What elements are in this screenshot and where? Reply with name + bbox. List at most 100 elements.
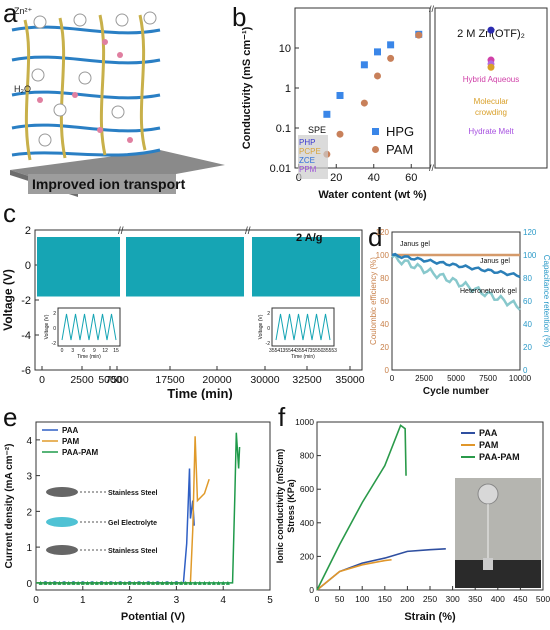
y-tick-label-left: 60 bbox=[380, 297, 389, 306]
x-tick-label: 7500 bbox=[105, 374, 129, 386]
y-tick-label: 3 bbox=[26, 472, 32, 483]
x-tick-label: 5 bbox=[267, 595, 273, 606]
x-axis-label: Time (min) bbox=[167, 386, 233, 400]
marker-PAA-PAM bbox=[57, 580, 62, 585]
x-tick-label: 17500 bbox=[155, 374, 184, 386]
x-tick-label: 5000 bbox=[98, 374, 122, 386]
marker-PAA-PAM bbox=[94, 580, 99, 585]
y-tick-label: 0.1 bbox=[276, 123, 291, 135]
panel-label-b: b bbox=[232, 2, 247, 32]
spe-item: PCPE bbox=[299, 147, 321, 156]
inset-1-xtick: 15 bbox=[113, 348, 119, 354]
marker-PAA-PAM bbox=[169, 580, 174, 585]
panel-label-a: a bbox=[3, 0, 18, 28]
inset-1-ytick: 0 bbox=[53, 326, 56, 332]
marker-PAA-PAM bbox=[179, 580, 184, 585]
marker-PAA-PAM bbox=[160, 580, 165, 585]
y-tick-label: 1 bbox=[26, 543, 32, 554]
panel-label-c: c bbox=[3, 198, 16, 228]
x-tick-label: 30000 bbox=[250, 374, 279, 386]
panel-a-schematic: Zn²⁺ H₂O Improved ion transport bbox=[10, 6, 225, 197]
y-tick-label: 2 bbox=[26, 507, 32, 518]
marker-PAA-PAM bbox=[165, 580, 170, 585]
marker-PAA-PAM bbox=[207, 580, 212, 585]
marker-PAA-PAM bbox=[62, 580, 67, 585]
inset-2-xtick: 35547 bbox=[296, 348, 310, 354]
inset-1-ytick: -2 bbox=[52, 341, 57, 347]
plot-frame bbox=[35, 421, 271, 591]
marker-PAA-PAM bbox=[52, 580, 57, 585]
marker-PAA-PAM bbox=[221, 580, 226, 585]
y-tick-label: 400 bbox=[300, 518, 314, 528]
y-tick-label: 4 bbox=[26, 436, 32, 447]
annotation-janus-1: Janus gel bbox=[400, 241, 430, 248]
series-line-PAA-PAM bbox=[316, 424, 407, 591]
x-tick-label: 0 bbox=[39, 374, 45, 386]
x-tick-label: 20 bbox=[330, 172, 342, 184]
y-tick-label-left: 120 bbox=[376, 228, 390, 237]
axis-break: // bbox=[118, 226, 124, 237]
series-line-janus-retention bbox=[391, 252, 521, 279]
marker-PAA-PAM bbox=[193, 580, 198, 585]
voltage-band bbox=[252, 237, 360, 297]
legend-label: PAA-PAM bbox=[62, 448, 98, 457]
x-tick-label: 150 bbox=[378, 594, 392, 604]
axis-break: // bbox=[429, 4, 435, 14]
annotation-janus-2: Janus gel bbox=[480, 258, 510, 265]
series-line-PAA bbox=[316, 548, 446, 591]
panel-label-e: e bbox=[3, 402, 18, 432]
inset-1-ytick: 2 bbox=[53, 311, 56, 317]
x-tick-label: 1 bbox=[80, 595, 86, 606]
inset-2-frame bbox=[271, 307, 335, 347]
plot-frame bbox=[391, 231, 521, 371]
voltage-band bbox=[126, 237, 244, 297]
inset-2-xtick: 35550 bbox=[310, 348, 324, 354]
data-point-PAM bbox=[387, 54, 395, 62]
legend-marker bbox=[372, 128, 379, 135]
marker-PAA-PAM bbox=[76, 580, 81, 585]
marker-PAA-PAM bbox=[38, 580, 43, 585]
photo-inset-base bbox=[455, 560, 541, 588]
marker-PAA-PAM bbox=[90, 580, 95, 585]
x-axis-label: Water content (wt %) bbox=[318, 189, 427, 201]
y-tick-label: 1000 bbox=[295, 417, 314, 427]
legend-label: PAM bbox=[386, 142, 413, 157]
x-tick-label: 0 bbox=[390, 374, 395, 383]
chart-f: 0 50 100 150 200 250 300 350 400 450 500 0 200 400 600… bbox=[275, 417, 550, 623]
x-tick-label: 7500 bbox=[479, 374, 497, 383]
marker-PAA-PAM bbox=[71, 580, 76, 585]
schematic-disk bbox=[46, 545, 78, 555]
marker-PAA-PAM bbox=[66, 580, 71, 585]
y-axis-label-left: Coulombic efficiency (%) bbox=[369, 257, 378, 345]
y-tick-label: 0 bbox=[309, 585, 314, 595]
y-tick-label: -4 bbox=[21, 330, 31, 342]
zn-ions bbox=[31, 11, 157, 147]
y-axis-label: Voltage (V) bbox=[1, 269, 15, 331]
y-tick-label-left: 80 bbox=[380, 274, 389, 283]
spe-box bbox=[298, 135, 328, 179]
y-tick-label-left: 0 bbox=[385, 366, 390, 375]
y-tick-label-right: 120 bbox=[523, 228, 537, 237]
x-tick-label: 50 bbox=[335, 594, 345, 604]
y-tick-label: 800 bbox=[300, 451, 314, 461]
inset-1-xtick: 12 bbox=[102, 348, 108, 354]
x-tick-label: 0 bbox=[315, 594, 320, 604]
x-tick-label: 450 bbox=[513, 594, 527, 604]
inset-1-frame bbox=[57, 307, 121, 347]
y-tick-label: 600 bbox=[300, 484, 314, 494]
legend-label: PAA bbox=[479, 428, 498, 438]
legend-label: PAM bbox=[479, 440, 498, 450]
marker-PAA-PAM bbox=[48, 580, 53, 585]
y-axis-label: Conductivity (mS cm⁻¹) bbox=[241, 26, 253, 149]
marker-PAA-PAM bbox=[122, 580, 127, 585]
x-tick-label: 400 bbox=[491, 594, 505, 604]
data-point-HPG bbox=[387, 41, 395, 49]
panel-label-f: f bbox=[278, 402, 286, 432]
spe-title: SPE bbox=[308, 125, 326, 135]
marker-PAA-PAM bbox=[118, 580, 123, 585]
water-molecules bbox=[37, 39, 133, 143]
marker-PAA-PAM bbox=[104, 580, 109, 585]
data-point-HPG bbox=[374, 48, 381, 56]
marker-PAA-PAM bbox=[85, 580, 90, 585]
marker-PAA-PAM bbox=[136, 580, 141, 585]
